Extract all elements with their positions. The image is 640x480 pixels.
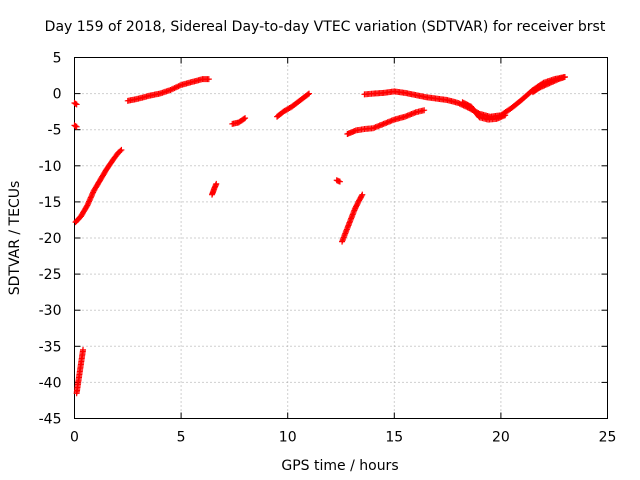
data-segment	[344, 107, 428, 138]
data-point	[242, 115, 249, 122]
data-point	[176, 82, 183, 89]
data-point	[80, 346, 87, 353]
data-point	[359, 191, 366, 198]
y-tick-label: 0	[53, 87, 62, 103]
data-segment	[529, 73, 568, 96]
y-tick-label: -20	[39, 231, 62, 247]
data-point	[72, 123, 79, 130]
data-segment	[229, 115, 249, 127]
data-point	[73, 123, 80, 130]
data-segment	[71, 122, 80, 130]
x-tick-label: 10	[279, 430, 297, 446]
data-point	[168, 86, 175, 93]
data-point	[118, 146, 125, 153]
data-point	[456, 100, 463, 107]
y-tick-label: -25	[39, 267, 62, 283]
x-tick-label: 0	[70, 430, 79, 446]
data-point	[240, 115, 247, 122]
chart-title: Day 159 of 2018, Sidereal Day-to-day VTE…	[45, 19, 606, 35]
data-point	[304, 91, 311, 98]
data-point	[72, 100, 79, 107]
data-segment	[72, 146, 125, 226]
data-series	[71, 73, 568, 397]
data-point	[336, 178, 343, 185]
data-segment	[73, 346, 87, 397]
y-axis-label: SDTVAR / TECUs	[7, 181, 23, 296]
data-segment	[71, 99, 80, 108]
x-tick-label: 15	[385, 430, 403, 446]
data-segment	[274, 90, 313, 120]
data-point	[73, 101, 80, 108]
data-point	[170, 85, 177, 92]
data-point	[213, 180, 220, 187]
axis-ticks: 0 5 10 15 20 25 5 0 -5 -10 -15 -20 -25 -30 -35 -40 -45	[39, 51, 617, 446]
data-point	[358, 192, 365, 199]
y-tick-label: -5	[48, 123, 62, 139]
data-point	[167, 86, 174, 93]
data-segment	[459, 99, 509, 123]
data-segment	[361, 73, 568, 120]
y-tick-label: -35	[39, 339, 62, 355]
data-segment	[339, 191, 366, 245]
y-tick-label: 5	[53, 51, 62, 67]
data-point	[174, 83, 181, 90]
y-tick-label: -30	[39, 303, 62, 319]
data-point	[205, 76, 212, 83]
x-axis-label: GPS time / hours	[281, 458, 398, 474]
data-point	[171, 85, 178, 92]
x-tick-label: 5	[177, 430, 186, 446]
series-sdtvar	[71, 73, 568, 397]
data-segment	[124, 76, 212, 104]
data-point	[421, 107, 428, 114]
data-segment	[333, 177, 343, 185]
y-tick-label: -10	[39, 159, 62, 175]
data-point	[175, 83, 182, 90]
data-point	[306, 90, 313, 97]
x-tick-label: 20	[492, 430, 510, 446]
x-tick-label: 25	[599, 430, 617, 446]
data-point	[117, 147, 124, 154]
data-segment	[209, 180, 220, 198]
data-point	[172, 84, 179, 91]
data-point	[561, 73, 568, 80]
y-tick-label: -40	[39, 375, 62, 391]
y-tick-label: -15	[39, 195, 62, 211]
data-point	[502, 112, 509, 119]
data-point	[455, 99, 462, 106]
y-tick-label: -45	[39, 412, 62, 428]
